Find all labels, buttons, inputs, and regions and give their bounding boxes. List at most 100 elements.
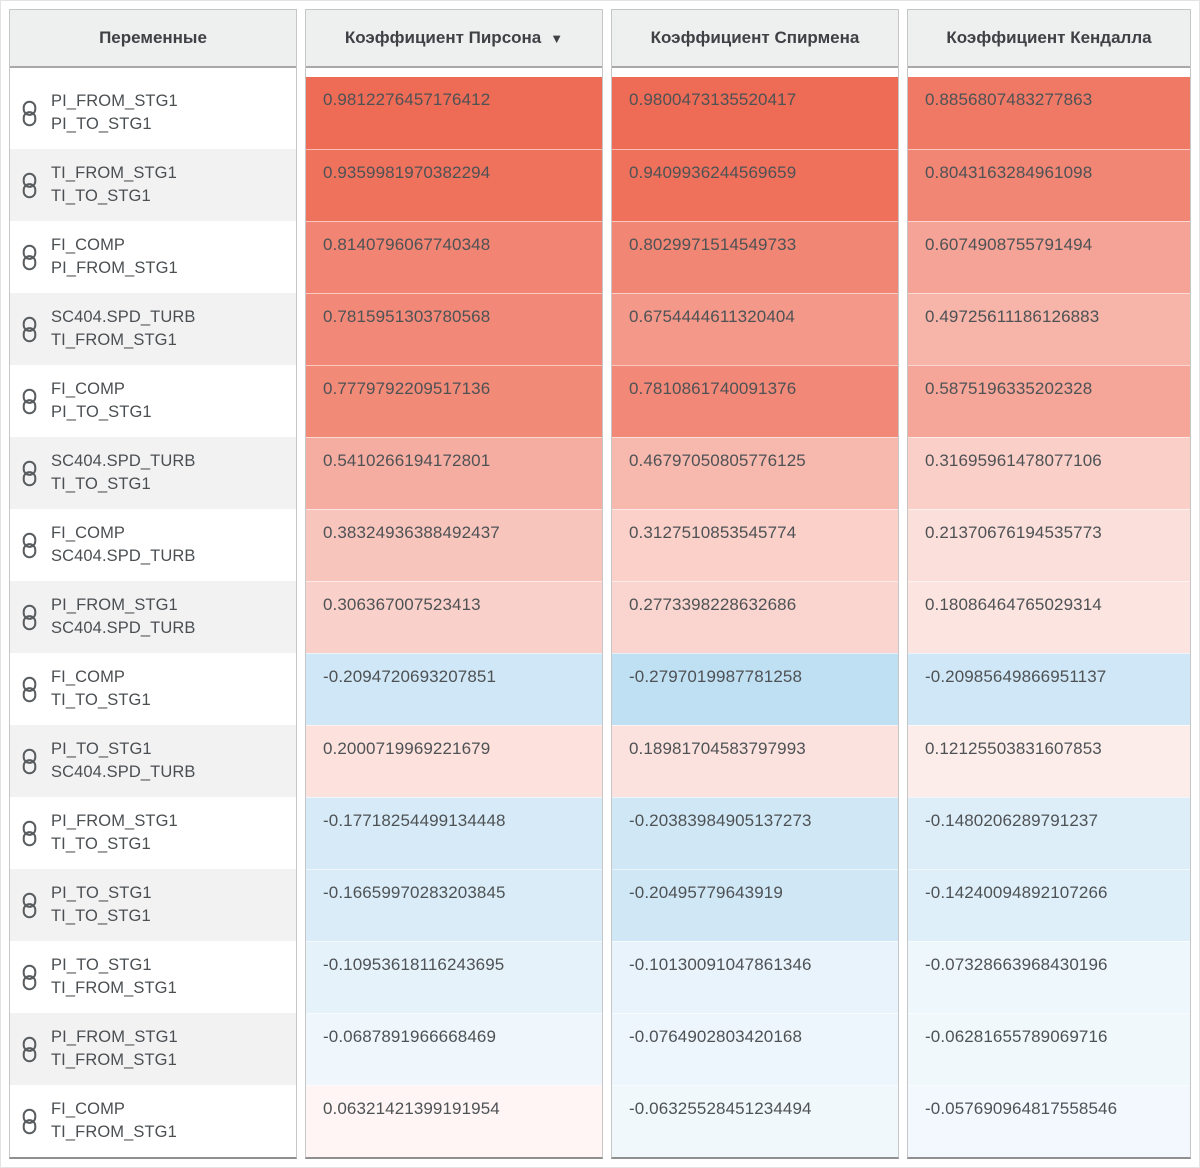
variable-pair-labels: FI_COMP PI_TO_STG1 xyxy=(51,378,152,425)
variable-pair-cell: PI_TO_STG1 TI_FROM_STG1 xyxy=(10,941,296,1013)
variable-pair-cell: FI_COMP PI_FROM_STG1 xyxy=(10,221,296,293)
link-icon xyxy=(21,604,38,631)
spearman-column-body: 0.9800473135520417 0.9409936244569659 0.80… xyxy=(612,77,898,1157)
column-header-kendall-label: Коэффициент Кендалла xyxy=(946,28,1152,47)
link-icon xyxy=(21,316,38,343)
variable-pair-labels: FI_COMP TI_FROM_STG1 xyxy=(51,1098,177,1145)
variable-pair-cell: PI_FROM_STG1 TI_FROM_STG1 xyxy=(10,1013,296,1085)
header-body-gap xyxy=(612,68,898,77)
column-spearman: Коэффициент Спирмена 0.9800473135520417 0… xyxy=(611,9,899,1159)
pearson-value-cell: 0.9359981970382294 xyxy=(306,149,602,221)
variable-pair-labels: FI_COMP PI_FROM_STG1 xyxy=(51,234,178,281)
variable-pair-labels: PI_FROM_STG1 TI_TO_STG1 xyxy=(51,810,178,857)
pearson-value-cell: -0.10953618116243695 xyxy=(306,941,602,1013)
kendall-value-cell: 0.21370676194535773 xyxy=(908,509,1190,581)
kendall-value-cell: 0.18086464765029314 xyxy=(908,581,1190,653)
link-icon xyxy=(21,676,38,703)
variable-2-label: TI_FROM_STG1 xyxy=(51,1051,177,1069)
variable-pair-labels: FI_COMP TI_TO_STG1 xyxy=(51,666,151,713)
kendall-value-cell: -0.1480206289791237 xyxy=(908,797,1190,869)
spearman-value-cell: 0.7810861740091376 xyxy=(612,365,898,437)
kendall-value-cell: 0.8043163284961098 xyxy=(908,149,1190,221)
spearman-value-cell: 0.6754444611320404 xyxy=(612,293,898,365)
variable-pair-labels: PI_FROM_STG1 PI_TO_STG1 xyxy=(51,90,178,137)
variable-pair-cell: FI_COMP PI_TO_STG1 xyxy=(10,365,296,437)
pearson-value-cell: -0.2094720693207851 xyxy=(306,653,602,725)
variable-1-label: FI_COMP xyxy=(51,1099,126,1118)
variable-pair-cell: SC404.SPD_TURB TI_FROM_STG1 xyxy=(10,293,296,365)
variable-pair-cell: FI_COMP TI_FROM_STG1 xyxy=(10,1085,296,1157)
variable-pair-labels: PI_FROM_STG1 TI_FROM_STG1 xyxy=(51,1026,178,1073)
variable-pair-labels: PI_TO_STG1 SC404.SPD_TURB xyxy=(51,738,195,785)
kendall-value-cell: 0.12125503831607853 xyxy=(908,725,1190,797)
variable-2-label: TI_TO_STG1 xyxy=(51,907,151,925)
variable-pair-labels: TI_FROM_STG1 TI_TO_STG1 xyxy=(51,162,177,209)
spearman-value-cell: -0.06325528451234494 xyxy=(612,1085,898,1157)
column-kendall: Коэффициент Кендалла 0.8856807483277863 0… xyxy=(907,9,1191,1159)
variable-2-label: SC404.SPD_TURB xyxy=(51,763,196,781)
kendall-value-cell: -0.07328663968430196 xyxy=(908,941,1190,1013)
pearson-value-cell: 0.9812276457176412 xyxy=(306,77,602,149)
variable-pair-labels: PI_FROM_STG1 SC404.SPD_TURB xyxy=(51,594,195,641)
variable-pair-labels: PI_TO_STG1 TI_FROM_STG1 xyxy=(51,954,177,1001)
variable-1-label: PI_TO_STG1 xyxy=(51,883,152,902)
pearson-value-cell: -0.16659970283203845 xyxy=(306,869,602,941)
link-icon xyxy=(21,172,38,199)
variable-2-label: TI_FROM_STG1 xyxy=(51,331,177,349)
variable-2-label: PI_TO_STG1 xyxy=(51,115,152,133)
variables-column-body: PI_FROM_STG1 PI_TO_STG1 TI_FROM_STG1 TI_… xyxy=(10,77,296,1157)
link-icon xyxy=(21,532,38,559)
variable-pair-cell: PI_TO_STG1 SC404.SPD_TURB xyxy=(10,725,296,797)
variable-1-label: SC404.SPD_TURB xyxy=(51,451,196,470)
link-icon xyxy=(21,1108,38,1135)
kendall-value-cell: -0.06281655789069716 xyxy=(908,1013,1190,1085)
spearman-value-cell: 0.9800473135520417 xyxy=(612,77,898,149)
pearson-value-cell: 0.7779792209517136 xyxy=(306,365,602,437)
spearman-value-cell: -0.20383984905137273 xyxy=(612,797,898,869)
column-variables: Переменные PI_FROM_STG1 PI_TO_STG1 TI_FR… xyxy=(9,9,297,1159)
variable-2-label: TI_TO_STG1 xyxy=(51,187,151,205)
spearman-value-cell: 0.8029971514549733 xyxy=(612,221,898,293)
variable-pair-cell: PI_FROM_STG1 TI_TO_STG1 xyxy=(10,797,296,869)
variable-pair-cell: TI_FROM_STG1 TI_TO_STG1 xyxy=(10,149,296,221)
link-icon xyxy=(21,820,38,847)
link-icon xyxy=(21,964,38,991)
spearman-value-cell: -0.0764902803420168 xyxy=(612,1013,898,1085)
variable-2-label: TI_TO_STG1 xyxy=(51,835,151,853)
column-header-kendall[interactable]: Коэффициент Кендалла xyxy=(908,10,1190,68)
variable-2-label: SC404.SPD_TURB xyxy=(51,619,196,637)
pearson-value-cell: -0.0687891966668469 xyxy=(306,1013,602,1085)
column-header-pearson[interactable]: Коэффициент Пирсона ▼ xyxy=(306,10,602,68)
variable-pair-labels: SC404.SPD_TURB TI_TO_STG1 xyxy=(51,450,195,497)
variable-1-label: FI_COMP xyxy=(51,667,126,686)
kendall-value-cell: 0.31695961478077106 xyxy=(908,437,1190,509)
pearson-value-cell: 0.06321421399191954 xyxy=(306,1085,602,1157)
spearman-value-cell: 0.2773398228632686 xyxy=(612,581,898,653)
variable-2-label: TI_FROM_STG1 xyxy=(51,1123,177,1141)
spearman-value-cell: 0.18981704583797993 xyxy=(612,725,898,797)
kendall-value-cell: 0.8856807483277863 xyxy=(908,77,1190,149)
variable-2-label: PI_FROM_STG1 xyxy=(51,259,178,277)
column-header-spearman-label: Коэффициент Спирмена xyxy=(650,28,860,47)
variable-pair-labels: PI_TO_STG1 TI_TO_STG1 xyxy=(51,882,152,929)
kendall-value-cell: -0.057690964817558546 xyxy=(908,1085,1190,1157)
kendall-value-cell: 0.5875196335202328 xyxy=(908,365,1190,437)
variable-1-label: TI_FROM_STG1 xyxy=(51,163,177,182)
variable-1-label: PI_TO_STG1 xyxy=(51,739,152,758)
variable-pair-cell: FI_COMP SC404.SPD_TURB xyxy=(10,509,296,581)
variable-1-label: PI_FROM_STG1 xyxy=(51,1027,178,1046)
column-header-spearman[interactable]: Коэффициент Спирмена xyxy=(612,10,898,68)
variable-1-label: FI_COMP xyxy=(51,523,126,542)
kendall-value-cell: -0.14240094892107266 xyxy=(908,869,1190,941)
column-header-variables-label: Переменные xyxy=(99,28,207,47)
variable-pair-cell: PI_FROM_STG1 PI_TO_STG1 xyxy=(10,77,296,149)
correlation-table: Переменные PI_FROM_STG1 PI_TO_STG1 TI_FR… xyxy=(9,9,1191,1159)
header-body-gap xyxy=(10,68,296,77)
pearson-value-cell: 0.306367007523413 xyxy=(306,581,602,653)
link-icon xyxy=(21,388,38,415)
variable-2-label: TI_FROM_STG1 xyxy=(51,979,177,997)
pearson-value-cell: 0.38324936388492437 xyxy=(306,509,602,581)
variable-pair-labels: FI_COMP SC404.SPD_TURB xyxy=(51,522,195,569)
column-header-variables[interactable]: Переменные xyxy=(10,10,296,68)
